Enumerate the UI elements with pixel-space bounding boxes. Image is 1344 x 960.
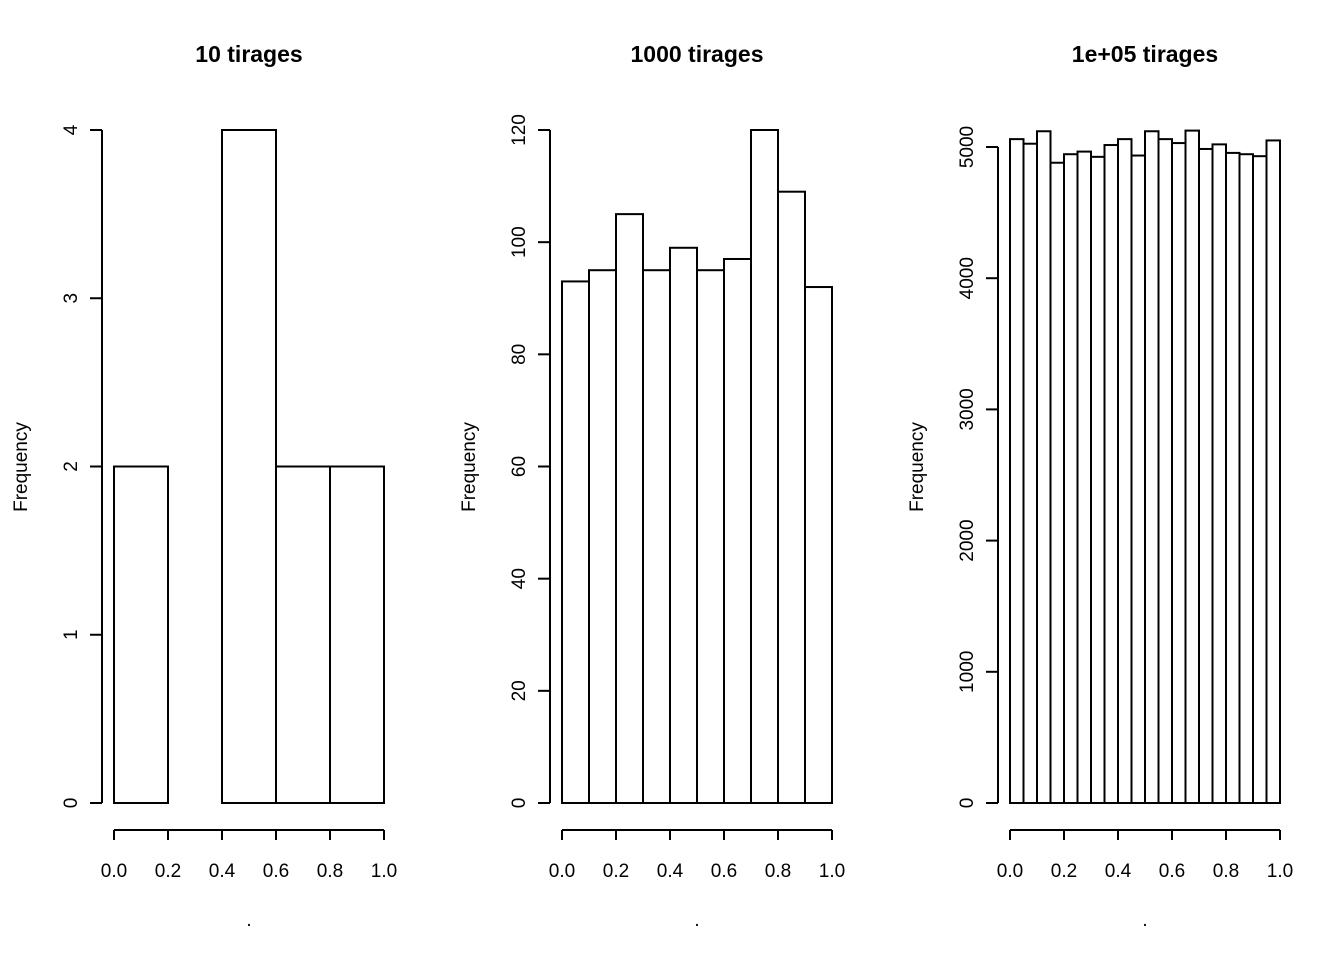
x-tick-label: 0.2	[1051, 861, 1077, 882]
y-tick-label: 100	[509, 226, 530, 258]
histogram-bar	[804, 286, 833, 804]
histogram-bar	[1211, 143, 1227, 805]
x-tick-label: 0.2	[155, 861, 181, 882]
x-tick-label: 0.0	[101, 861, 127, 882]
y-tick-label: 5000	[957, 126, 978, 168]
y-tick-label: 4	[61, 124, 82, 135]
histogram-bar	[615, 213, 644, 804]
histogram-panel-1e05-draws: 1e+05 tirages . Frequency 0.0 0.2 0.4 0.6 0.…	[907, 41, 1293, 931]
y-tick-label: 80	[509, 344, 530, 365]
y-tick-label: 3000	[957, 388, 978, 430]
y-tick-label: 0	[509, 798, 530, 809]
histogram-bar	[669, 246, 698, 804]
y-tick-label: 2000	[957, 519, 978, 561]
histogram-bar	[1225, 151, 1241, 805]
histogram-bar	[1157, 138, 1173, 805]
histogram-bar	[113, 465, 169, 804]
y-tick-label: 40	[509, 568, 530, 589]
histogram-bar	[1198, 147, 1214, 804]
y-tick-label: 0	[957, 798, 978, 809]
x-tick-label: 0.4	[209, 861, 236, 882]
x-tick-label: 0.4	[1105, 861, 1132, 882]
histogram-bar	[1130, 154, 1146, 804]
histogram-bar	[1184, 129, 1200, 805]
histogram-bar	[696, 269, 725, 805]
y-tick-label: 0	[61, 798, 82, 809]
x-tick-label: 0.0	[997, 861, 1023, 882]
histogram-bar	[1076, 150, 1092, 805]
histogram-bar	[1238, 153, 1254, 804]
y-axis-label: Frequency	[459, 422, 480, 512]
histogram-bar	[221, 129, 277, 804]
x-axis-label: .	[694, 910, 699, 931]
histogram-bar	[1022, 142, 1038, 805]
histogram-bar	[642, 269, 671, 805]
x-tick-label: 0.6	[711, 861, 737, 882]
histogram-bar	[329, 465, 385, 804]
x-tick-label: 0.8	[1213, 861, 1239, 882]
x-tick-label: 1.0	[819, 861, 845, 882]
histogram-bar	[1144, 130, 1160, 805]
panel-title: 10 tirages	[195, 41, 302, 67]
panel-title: 1e+05 tirages	[1072, 41, 1218, 67]
histogram-bar	[1009, 138, 1025, 805]
histogram-panel-10-draws: 10 tirages . Frequency 0.0 0.2 0.4 0.6 0.8 1.…	[11, 41, 397, 931]
histogram-bar	[777, 190, 806, 805]
y-tick-label: 20	[509, 680, 530, 701]
x-tick-label: 0.0	[549, 861, 575, 882]
histogram-bar	[1049, 161, 1065, 804]
x-tick-label: 1.0	[1267, 861, 1293, 882]
y-tick-label: 2	[61, 461, 82, 472]
histogram-bar	[1252, 155, 1268, 804]
histogram-bar	[1171, 142, 1187, 804]
histogram-bar	[275, 465, 331, 804]
y-axis-label: Frequency	[11, 422, 32, 512]
histogram-panel-1000-draws: 1000 tirages . Frequency 0.0 0.2 0.4 0.6 0.8…	[459, 41, 845, 931]
x-tick-label: 0.8	[317, 861, 343, 882]
x-tick-label: 0.8	[765, 861, 791, 882]
histogram-bar	[561, 280, 590, 804]
x-axis-label: .	[1142, 910, 1147, 931]
histogram-bar	[1103, 144, 1119, 805]
histogram-bar	[1063, 153, 1079, 804]
x-tick-label: 0.4	[657, 861, 684, 882]
panel-title: 1000 tirages	[631, 41, 764, 67]
x-tick-label: 1.0	[371, 861, 397, 882]
y-tick-label: 120	[509, 114, 530, 146]
x-tick-label: 0.6	[1159, 861, 1185, 882]
histogram-bar	[723, 257, 752, 805]
y-tick-label: 3	[61, 293, 82, 304]
y-tick-label: 60	[509, 456, 530, 477]
histogram-bar	[588, 269, 617, 805]
x-tick-label: 0.2	[603, 861, 629, 882]
histogram-bar	[750, 129, 779, 804]
y-tick-label: 1	[61, 629, 82, 640]
histogram-bar	[1036, 130, 1052, 805]
y-tick-label: 1000	[957, 651, 978, 693]
histogram-bar	[1265, 139, 1281, 804]
histogram-bar	[1117, 138, 1133, 805]
histogram-bar	[1090, 155, 1106, 804]
y-axis-label: Frequency	[907, 422, 928, 512]
x-tick-label: 0.6	[263, 861, 289, 882]
x-axis-label: .	[246, 910, 251, 931]
y-tick-label: 4000	[957, 257, 978, 299]
